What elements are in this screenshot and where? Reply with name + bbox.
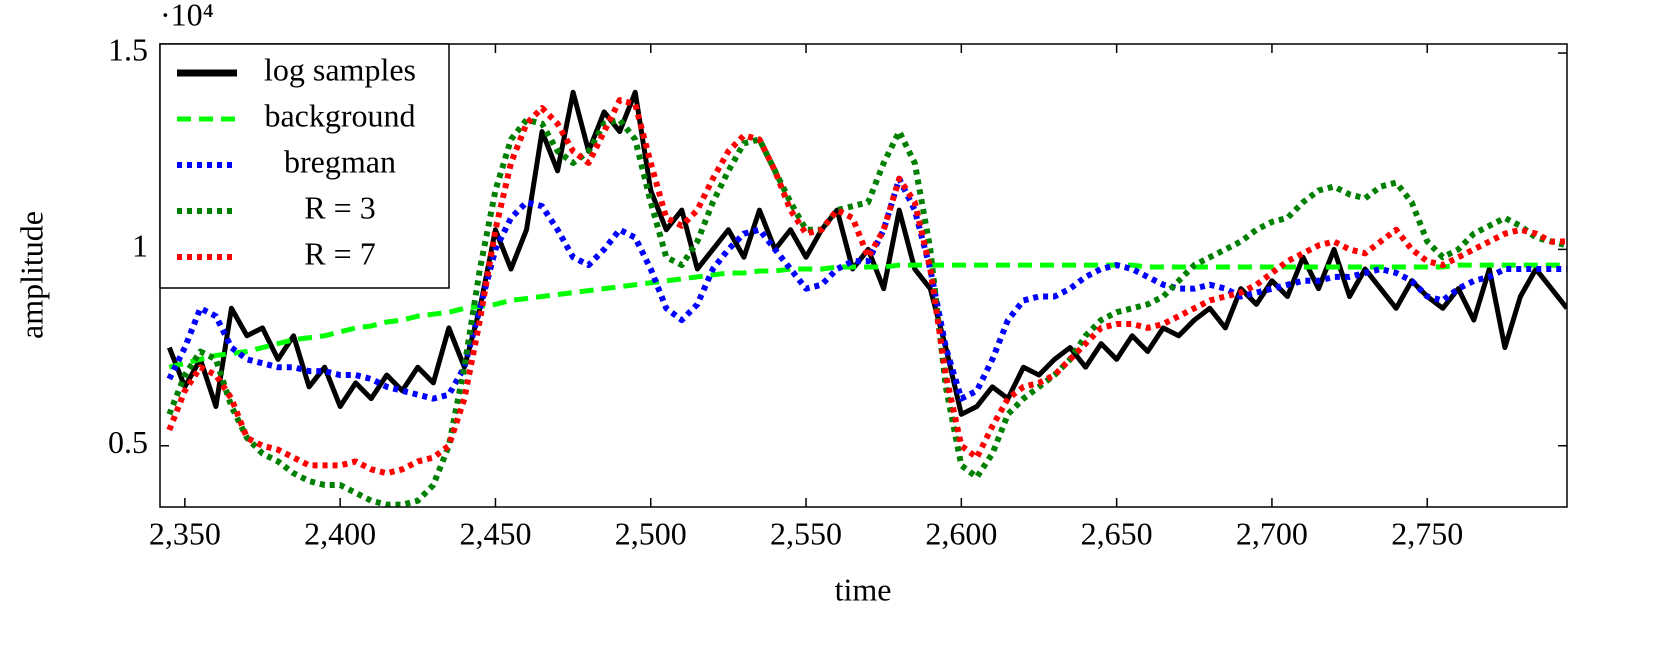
series-line	[168, 262, 1567, 370]
plot-area	[166, 89, 1567, 507]
y-axis-title: amplitude	[13, 211, 49, 339]
legend-label: bregman	[284, 143, 396, 179]
y-multiplier: ·10⁴	[160, 0, 214, 32]
series-line	[166, 116, 1567, 507]
x-tick-label: 2,650	[1081, 515, 1153, 551]
x-tick-label: 2,400	[304, 515, 376, 551]
y-tick-label: 0.5	[108, 424, 148, 460]
y-tick-label: 1	[132, 228, 148, 264]
x-tick-label: 2,500	[615, 515, 687, 551]
legend-label: background	[264, 97, 415, 133]
x-tick-label: 2,700	[1236, 515, 1308, 551]
x-tick-label: 2,750	[1391, 515, 1463, 551]
y-tick-label: 1.5	[108, 31, 148, 67]
x-tick-label: 2,450	[459, 515, 531, 551]
legend-label: log samples	[264, 51, 416, 87]
legend-label: R = 3	[304, 189, 375, 225]
x-tick-label: 2,550	[770, 515, 842, 551]
x-axis-title: time	[835, 571, 892, 607]
series-line	[166, 175, 1567, 402]
legend-label: R = 7	[304, 235, 375, 271]
legend: log samples background bregman R = 3 R = 7	[159, 43, 450, 289]
x-tick-label: 2,600	[925, 515, 997, 551]
x-tick-label: 2,350	[149, 515, 221, 551]
series-line	[166, 97, 1567, 477]
